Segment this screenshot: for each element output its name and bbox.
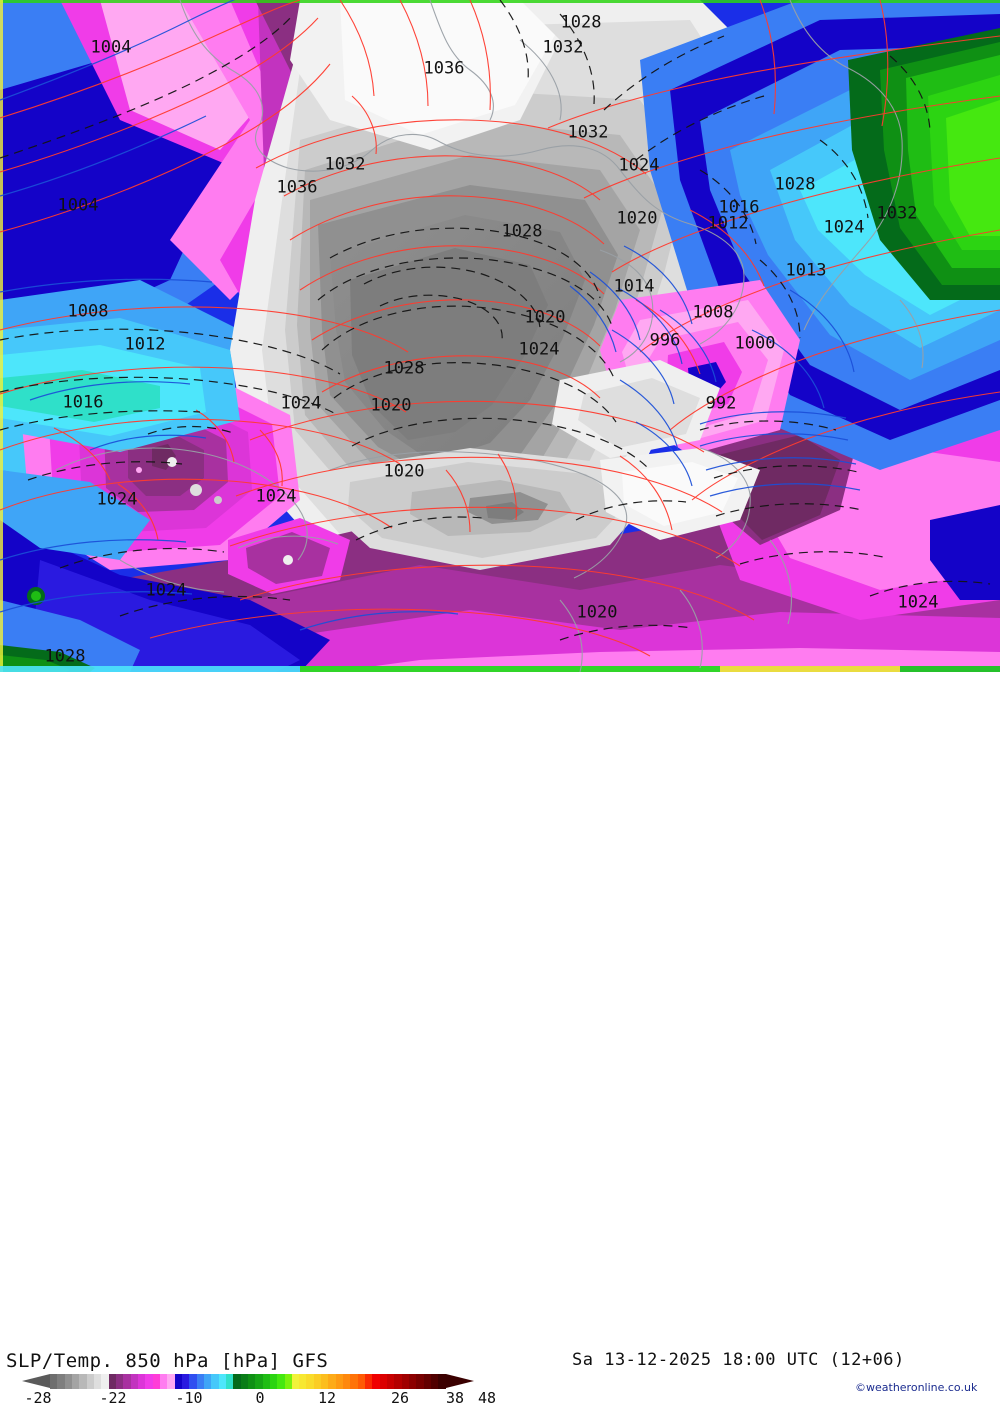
map-canvas [0, 0, 1000, 672]
colorbar-swatch [255, 1374, 263, 1389]
colorbar-swatch [357, 1374, 366, 1389]
colorbar-swatch [218, 1374, 226, 1389]
colorbar-swatch [211, 1374, 219, 1389]
product-title: SLP/Temp. 850 hPa [hPa] GFS [6, 1350, 329, 1372]
colorbar-swatch [123, 1374, 131, 1389]
colorbar-swatch [64, 1374, 72, 1389]
temperature-colorbar [22, 1374, 474, 1389]
colorbar-swatch [240, 1374, 248, 1389]
colorbar-swatch [145, 1374, 153, 1389]
colorbar-swatch [284, 1374, 292, 1389]
colorbar-swatch [409, 1374, 417, 1389]
colorbar-swatch [387, 1374, 395, 1389]
colorbar-swatch [50, 1374, 58, 1389]
colorbar-tick: -10 [175, 1389, 203, 1407]
colorbar-swatch [86, 1374, 94, 1389]
colorbar-swatch [379, 1374, 388, 1389]
colorbar-tick: 26 [390, 1389, 410, 1407]
colorbar-tick: 0 [255, 1389, 265, 1407]
colorbar-left-arrow-cap [22, 1374, 50, 1388]
colorbar-swatch [277, 1374, 285, 1389]
colorbar-swatch [291, 1374, 300, 1389]
colorbar-tick: 38 [445, 1389, 465, 1407]
colorbar-swatch [269, 1374, 278, 1389]
colorbar-swatch [203, 1374, 212, 1389]
colorbar-swatch [93, 1374, 102, 1389]
colorbar-swatch [71, 1374, 80, 1389]
colorbar-swatch [174, 1374, 182, 1389]
colorbar-swatch [416, 1374, 424, 1389]
colorbar-swatch [189, 1374, 197, 1389]
colorbar-swatch [130, 1374, 138, 1389]
colorbar-swatch [438, 1374, 446, 1389]
colorbar-swatch [394, 1374, 402, 1389]
colorbar-swatch [137, 1374, 146, 1389]
colorbar-swatch [159, 1374, 168, 1389]
colorbar-swatch [372, 1374, 380, 1389]
colorbar-tick: 48 [477, 1389, 497, 1407]
colorbar-swatch [167, 1374, 175, 1389]
colorbar-swatch [365, 1374, 373, 1389]
colorbar-swatch [115, 1374, 124, 1389]
model-run-timestamp: Sa 13-12-2025 18:00 UTC (12+06) [572, 1350, 905, 1370]
colorbar-tick: 12 [317, 1389, 337, 1407]
colorbar-swatches [50, 1374, 446, 1389]
colorbar-swatch [335, 1374, 344, 1389]
colorbar-swatch [101, 1374, 109, 1389]
colorbar-swatch [401, 1374, 410, 1389]
colorbar-swatch [313, 1374, 322, 1389]
colorbar-swatch [196, 1374, 204, 1389]
colorbar-swatch [57, 1374, 65, 1389]
map-footer: SLP/Temp. 850 hPa [hPa] GFS Sa 13-12-202… [0, 672, 1000, 1407]
colorbar-swatch [431, 1374, 439, 1389]
colorbar-swatch [328, 1374, 336, 1389]
colorbar-swatch [79, 1374, 87, 1389]
colorbar-swatch [247, 1374, 256, 1389]
colorbar-swatch [299, 1374, 307, 1389]
colorbar-swatch [181, 1374, 190, 1389]
colorbar-tick: -22 [99, 1389, 127, 1407]
colorbar-swatch [152, 1374, 160, 1389]
colorbar-tick: -28 [24, 1389, 52, 1407]
colorbar-swatch [233, 1374, 241, 1389]
colorbar-swatch [262, 1374, 270, 1389]
colorbar-swatch [108, 1374, 116, 1389]
colorbar-swatch [225, 1374, 234, 1389]
colorbar-right-arrow-cap [446, 1374, 474, 1388]
copyright-credit: ©weatheronline.co.uk [855, 1381, 978, 1394]
weather-map[interactable]: 1004 1028 1032 1036 1032 1032 1024 1036 1028 1004… [0, 0, 1000, 672]
colorbar-swatch [343, 1374, 351, 1389]
colorbar-swatch [423, 1374, 432, 1389]
colorbar-swatch [306, 1374, 314, 1389]
colorbar-swatch [321, 1374, 329, 1389]
colorbar-swatch [350, 1374, 358, 1389]
colorbar-tick-labels: -28 -22 -10 0 12 26 38 48 [0, 1389, 500, 1407]
